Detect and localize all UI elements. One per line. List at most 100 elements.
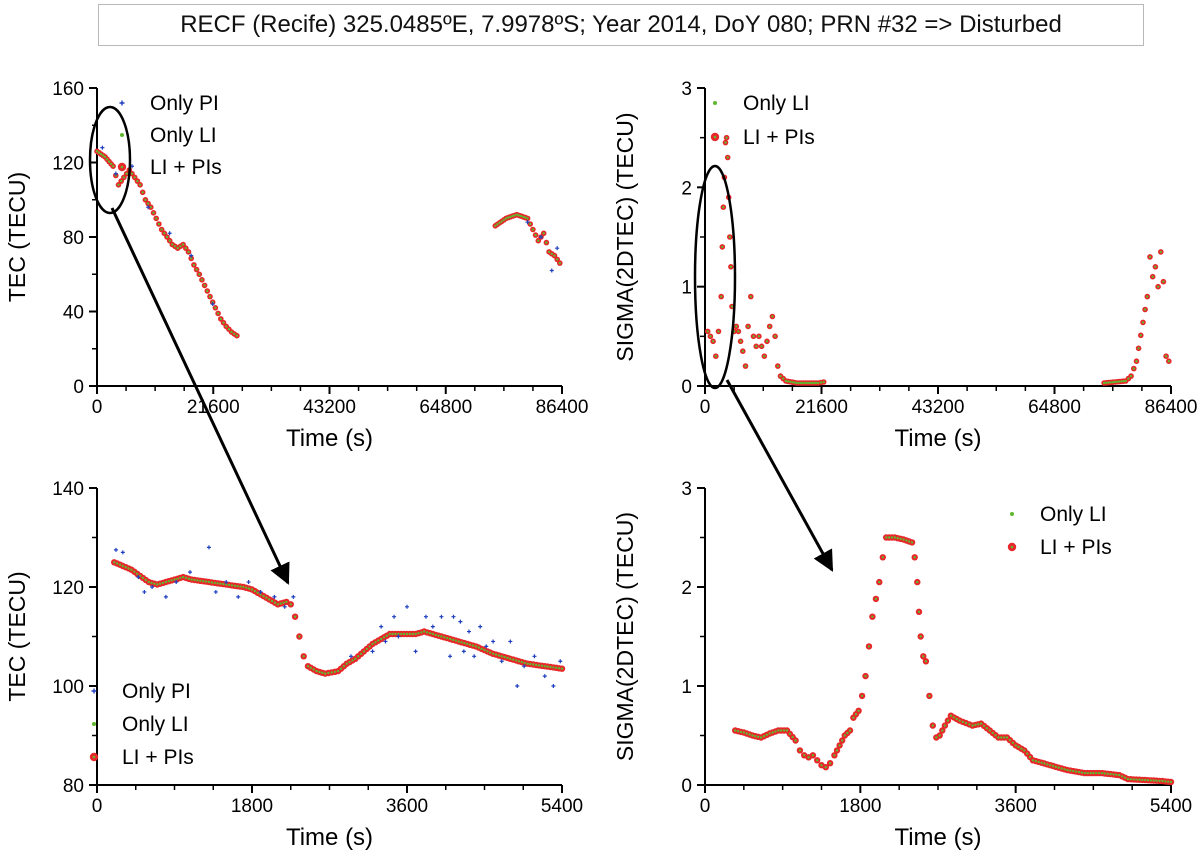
only-li-point: [1049, 764, 1052, 767]
only-li-point: [486, 650, 489, 653]
only-li-point: [124, 566, 127, 569]
tec-zoom-panel: 80 100 120 140 0 1800 3600 5400 Time (s) TEC (TEC…: [4, 479, 583, 851]
only-li-point: [1074, 770, 1078, 773]
only-li-point: [1161, 779, 1164, 783]
only-li-point: [207, 580, 211, 584]
legend-label: LI + PIs: [1040, 536, 1112, 559]
only-li-point: [483, 648, 486, 652]
only-li-point: [961, 720, 964, 724]
only-li-point: [289, 603, 292, 606]
only-li-point: [768, 732, 771, 735]
y-tick-label: 1: [681, 278, 692, 299]
only-li-point: [768, 325, 771, 328]
only-li-point: [908, 540, 911, 543]
only-li-point: [1102, 381, 1106, 385]
only-pi-point: [163, 594, 168, 599]
only-li-point: [988, 729, 991, 732]
only-pi-point: [423, 614, 428, 619]
only-li-point: [522, 215, 525, 219]
only-li-point: [529, 222, 532, 226]
only-li-point: [339, 667, 343, 670]
only-li-point: [1095, 771, 1098, 775]
only-li-point: [195, 268, 198, 271]
x-tick-label: 86400: [1145, 397, 1198, 418]
only-li-point: [946, 719, 950, 722]
x-tick-label: 21600: [795, 397, 848, 418]
only-li-point: [791, 381, 794, 384]
only-li-point: [357, 655, 360, 658]
x-tick-label: 5400: [1150, 796, 1192, 817]
only-li-point: [734, 729, 737, 732]
only-li-point: [943, 724, 947, 727]
only-pi-point: [188, 570, 192, 575]
only-li-point: [1118, 380, 1121, 383]
only-pi-point: [120, 550, 125, 555]
only-li-point: [163, 232, 166, 235]
only-pi-point: [448, 654, 453, 659]
only-li-point: [526, 662, 529, 665]
only-li-point: [454, 639, 457, 642]
only-li-point: [785, 729, 789, 732]
only-li-point: [1146, 295, 1149, 298]
only-li-point: [1097, 771, 1101, 775]
tec-full-panel: 0 40 80 120 160 0 21600 43200 64800 86400 Time (s)…: [4, 79, 588, 452]
only-li-point: [822, 380, 825, 384]
only-li-point: [1158, 779, 1161, 783]
only-li-point: [282, 601, 285, 604]
only-li-point: [507, 216, 510, 219]
only-li-point: [196, 579, 199, 582]
only-li-point: [1034, 759, 1038, 763]
only-li-point: [817, 381, 820, 385]
only-pi-point: [405, 604, 409, 609]
only-li-point: [735, 325, 738, 328]
only-li-point: [425, 631, 429, 634]
only-li-point: [846, 731, 849, 735]
only-li-point: [362, 650, 366, 653]
only-li-point: [553, 254, 556, 257]
only-li-point: [1148, 255, 1152, 259]
only-pi-point: [551, 684, 556, 688]
only-li-point: [532, 663, 535, 666]
only-li-point: [1127, 377, 1130, 380]
only-li-point: [235, 334, 239, 337]
only-li-point: [192, 263, 196, 267]
only-li-point: [1126, 777, 1130, 781]
only-li-point: [848, 729, 852, 732]
only-li-point: [773, 335, 777, 338]
only-li-point: [854, 713, 858, 716]
only-li-point: [342, 665, 346, 668]
only-li-point: [451, 638, 455, 641]
legend-marker-only-li: [713, 101, 717, 105]
only-li-point: [262, 594, 265, 598]
only-li-point: [1135, 778, 1138, 781]
figure-title: RECF (Recife) 325.0485ºE, 7.9978ºS; Year…: [98, 4, 1144, 46]
only-li-point: [994, 734, 997, 737]
only-pi-point: [532, 654, 537, 659]
only-li-point: [136, 179, 139, 183]
only-li-point: [537, 239, 540, 242]
only-li-point: [803, 754, 806, 757]
only-li-point: [1120, 380, 1123, 383]
only-li-point: [101, 154, 105, 157]
only-li-point: [496, 223, 499, 226]
only-pi-point: [258, 589, 263, 594]
only-li-point: [964, 721, 968, 725]
only-li-point: [113, 561, 116, 564]
only-li-point: [811, 754, 815, 757]
only-li-point: [1020, 747, 1023, 750]
only-li-point: [165, 235, 169, 239]
only-li-point: [141, 191, 144, 194]
only-pi-point: [525, 220, 530, 225]
only-li-point: [721, 245, 724, 249]
only-li-point: [117, 183, 120, 186]
only-li-point: [509, 215, 512, 219]
only-li-point: [227, 328, 231, 331]
only-li-point: [351, 659, 354, 662]
only-pi-point: [413, 649, 418, 654]
only-li-point: [446, 636, 449, 640]
only-li-point: [749, 295, 752, 298]
y-tick-label: 0: [73, 377, 84, 398]
only-li-point: [176, 577, 179, 580]
only-pi-point: [150, 585, 155, 589]
only-li-point: [1115, 773, 1118, 776]
